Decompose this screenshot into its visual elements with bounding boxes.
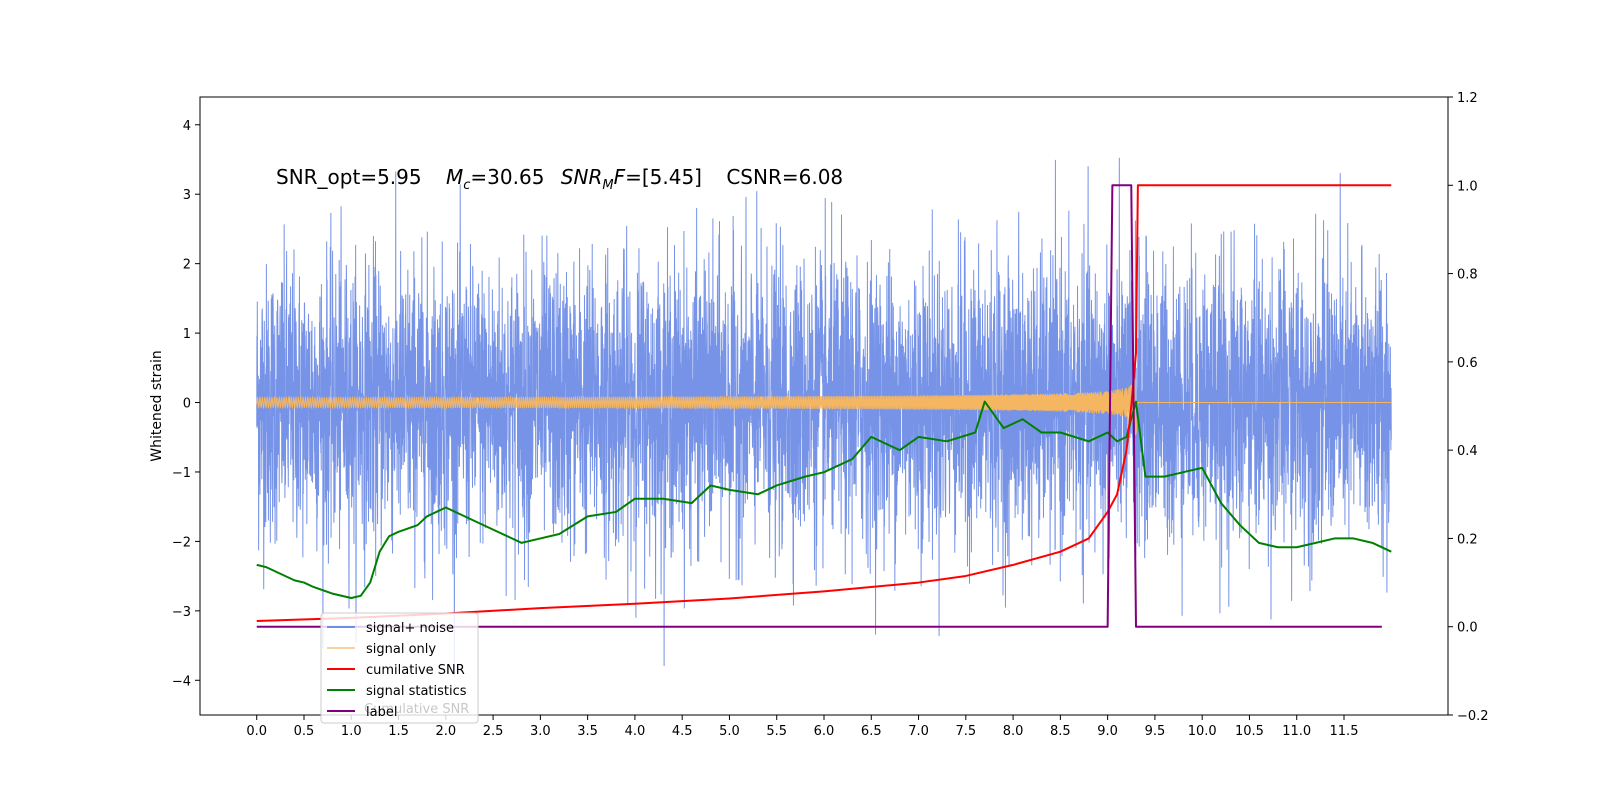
- snr-opt-text: SNR_opt=5.95: [276, 165, 422, 189]
- y-right-tick-label: 1.2: [1457, 91, 1478, 106]
- series-layer: [256, 157, 1392, 677]
- y-axis-right: 1.2 1.0 0.8 0.6 0.4 0.2 0.0 −0.2: [1448, 91, 1489, 724]
- x-tick-label: 9.0: [1097, 724, 1118, 739]
- y-right-tick-label: −0.2: [1457, 709, 1489, 724]
- legend-entry-label: cumilative SNR: [366, 663, 465, 678]
- legend-entry-label: label: [366, 705, 397, 720]
- x-tick-label: 6.5: [861, 724, 882, 739]
- x-tick-label: 0.0: [246, 724, 267, 739]
- mc-symbol: M: [446, 165, 463, 189]
- y-right-tick-label: 1.0: [1457, 179, 1478, 194]
- x-tick-label: 7.0: [908, 724, 929, 739]
- series-label: [256, 184, 1382, 628]
- x-tick-label: 1.0: [341, 724, 362, 739]
- x-tick-label: 3.5: [577, 724, 598, 739]
- snrmf-value: =[5.45]: [625, 165, 702, 189]
- series-cumulative-snr: [256, 184, 1392, 622]
- x-tick-label: 1.5: [388, 724, 409, 739]
- x-tick-label: 3.0: [530, 724, 551, 739]
- legend: Cumulative SNR signal+ noise signal only c…: [320, 612, 479, 724]
- x-tick-label: 7.5: [955, 724, 976, 739]
- y-left-tick-label: 3: [183, 188, 191, 203]
- x-tick-label: 2.5: [483, 724, 504, 739]
- x-tick-label: 8.0: [1003, 724, 1024, 739]
- series-signal-noise: [256, 157, 1392, 677]
- snrmf-subscript: M: [602, 178, 613, 193]
- snrmf-symbol: SNR: [561, 165, 603, 189]
- legend-entry-label: signal only: [366, 642, 436, 657]
- x-tick-label: 5.0: [719, 724, 740, 739]
- y-left-tick-label: 1: [183, 327, 191, 342]
- x-tick-label: 10.0: [1188, 724, 1217, 739]
- y-right-tick-label: 0.0: [1457, 621, 1478, 636]
- stats-annotation: SNR_opt=5.95 Mc=30.65 SNRMF=[5.45] CSNR=…: [276, 165, 843, 193]
- y-right-tick-label: 0.8: [1457, 268, 1478, 283]
- x-tick-label: 4.0: [625, 724, 646, 739]
- y-left-tick-label: −2: [172, 535, 191, 550]
- x-tick-label: 0.5: [294, 724, 315, 739]
- y-left-tick-label: 0: [183, 397, 191, 412]
- x-tick-label: 11.0: [1282, 724, 1311, 739]
- snrmf-f: F: [614, 165, 626, 189]
- x-tick-label: 6.0: [814, 724, 835, 739]
- y-left-tick-label: 2: [183, 258, 191, 273]
- x-tick-label: 2.0: [435, 724, 456, 739]
- x-tick-label: 9.5: [1145, 724, 1166, 739]
- legend-entry-label: signal+ noise: [366, 621, 454, 636]
- y-right-tick-label: 0.4: [1457, 444, 1478, 459]
- y-left-tick-label: 4: [183, 119, 191, 134]
- y-left-tick-label: −3: [172, 605, 191, 620]
- x-tick-label: 4.5: [672, 724, 693, 739]
- legend-overlapped-text: Cumulative SNR: [364, 702, 469, 717]
- y-axis-left: 4 3 2 1 0 −1 −2 −3 −4: [172, 119, 200, 689]
- series-signal-only: [256, 378, 1392, 436]
- y-axis-label: Whitened strain: [149, 350, 165, 461]
- y-left-tick-label: −4: [172, 674, 191, 689]
- mc-subscript: c: [463, 178, 470, 193]
- x-axis: 0.0 0.5 1.0 1.5 2.0 2.5 3.0 3.5 4.0 4.5 5.0 5.5 6.0 6…: [246, 715, 1358, 739]
- y-right-tick-label: 0.6: [1457, 356, 1478, 371]
- series-signal-statistics: [256, 400, 1392, 600]
- x-tick-label: 8.5: [1050, 724, 1071, 739]
- x-tick-label: 11.5: [1330, 724, 1359, 739]
- legend-box: [320, 612, 479, 724]
- y-right-tick-label: 0.2: [1457, 532, 1478, 547]
- legend-entries: signal+ noise signal only cumilative SNR si…: [327, 621, 467, 720]
- legend-entry-label: signal statistics: [366, 684, 467, 699]
- mc-value: =30.65: [470, 165, 544, 189]
- csnr-text: CSNR=6.08: [726, 165, 843, 189]
- y-left-tick-label: −1: [172, 466, 191, 481]
- x-tick-label: 5.5: [766, 724, 787, 739]
- x-tick-label: 10.5: [1235, 724, 1264, 739]
